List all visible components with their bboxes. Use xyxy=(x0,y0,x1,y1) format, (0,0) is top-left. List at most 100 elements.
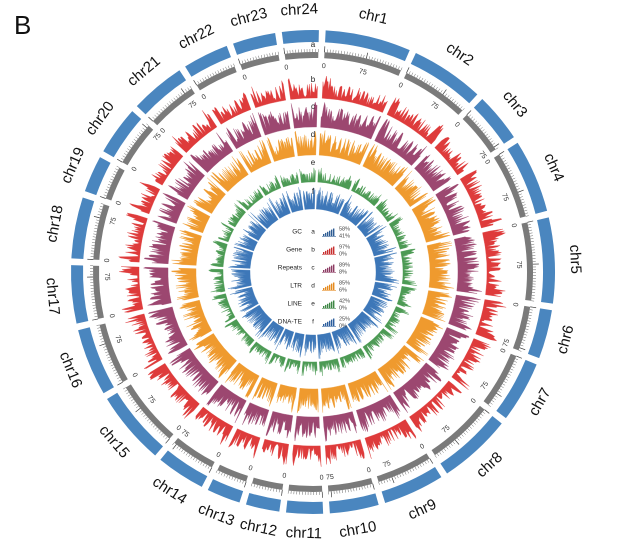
track-c-chr18 xyxy=(143,220,176,264)
legend-letter-e: e xyxy=(311,301,315,308)
scale-arc-chr20 xyxy=(122,125,154,166)
legend-label-c: Repeats xyxy=(278,265,303,272)
track-f-chr3 xyxy=(356,211,383,238)
scale-tick-label: 0 xyxy=(513,302,521,307)
scale-arc-chr13 xyxy=(217,464,248,482)
scale-arc-chr3 xyxy=(462,114,496,153)
legend-letter-c: c xyxy=(311,265,315,272)
scale-tick-label: 0 xyxy=(242,74,248,82)
scale-tick-label: 75 xyxy=(515,261,522,269)
track-c-chr2 xyxy=(374,119,428,166)
track-e-chr6 xyxy=(396,286,417,308)
track-e-chr15 xyxy=(224,319,255,347)
track-e-chr1 xyxy=(317,167,352,190)
legend-label-d: LTR xyxy=(290,283,302,290)
ideogram-chr5 xyxy=(537,217,555,304)
ideogram-chr16 xyxy=(78,327,114,394)
scale-arc-chr15 xyxy=(125,384,174,439)
chromosome-label-chr17: chr17 xyxy=(42,277,62,316)
track-c-chr9 xyxy=(356,394,401,432)
track-c xyxy=(142,101,482,442)
legend-min-d: 6% xyxy=(339,287,347,293)
scale-arc-chr2 xyxy=(403,72,463,115)
track-c-chr24 xyxy=(290,101,318,129)
track-c-chr6 xyxy=(448,294,481,331)
track-d-chr23 xyxy=(266,136,295,162)
legend-swatch-c xyxy=(322,264,336,273)
track-e-chr14 xyxy=(249,341,272,364)
track-c-chr5 xyxy=(454,236,482,294)
track-b-chr14 xyxy=(195,406,234,445)
track-d-chr18 xyxy=(171,230,202,266)
scale-arc-chr7 xyxy=(483,353,517,405)
track-d-chr10 xyxy=(321,384,352,413)
track-e-chr9 xyxy=(339,348,366,368)
scale-arc-chr8 xyxy=(431,405,485,456)
track-d xyxy=(170,130,455,414)
ideogram-chr13 xyxy=(207,479,244,503)
legend-letter-d: d xyxy=(311,283,315,290)
track-e-chr3 xyxy=(375,199,399,223)
track-f-chr17 xyxy=(227,269,252,290)
track-b-chr18 xyxy=(118,212,148,263)
track-b-chr8 xyxy=(409,380,462,432)
track-letter-c: c xyxy=(311,102,315,111)
chromosome-label-chr16: chr16 xyxy=(56,349,86,390)
track-e-chr4 xyxy=(388,216,412,250)
track-e-chr10 xyxy=(319,358,341,377)
scale-tick-label: 0 xyxy=(215,451,222,459)
track-d-chr9 xyxy=(347,370,389,403)
track-f-chr2 xyxy=(339,195,369,226)
density-tracks xyxy=(118,76,507,467)
scale-tick-label: 0 xyxy=(115,200,123,206)
chromosome-label-chr12: chr12 xyxy=(238,515,278,539)
chromosome-label-chr10: chr10 xyxy=(338,518,378,541)
track-f-chr4 xyxy=(366,226,397,257)
scale-ring: 0750750750750750750750750750750000750750… xyxy=(87,46,539,498)
track-b-chr9 xyxy=(364,419,417,459)
scale-tick-label: 0 xyxy=(175,425,183,433)
chromosome-label-chr14: chr14 xyxy=(149,473,190,508)
ideogram-chr3 xyxy=(473,99,514,144)
track-b-chr19 xyxy=(129,182,161,215)
scale-tick-label: 0 xyxy=(322,63,326,70)
track-c-chr8 xyxy=(393,362,442,413)
scale-arc-chr21 xyxy=(152,88,195,126)
track-f-chr24 xyxy=(303,187,316,210)
track-f-chr7 xyxy=(363,295,388,324)
track-c-chr22 xyxy=(226,113,262,150)
track-d-chr19 xyxy=(182,205,211,234)
scale-arc-chr22 xyxy=(196,66,237,91)
chromosome-label-chr3: chr3 xyxy=(499,88,531,121)
scale-tick-label: 0 xyxy=(131,166,139,173)
chromosome-label-chr23: chr23 xyxy=(228,5,269,31)
scale-arc-chr5 xyxy=(521,222,533,301)
ideogram-chr11 xyxy=(285,500,324,515)
track-b-chr24 xyxy=(287,78,318,100)
track-e-chr20 xyxy=(227,203,246,228)
track-e-chr7 xyxy=(384,306,409,335)
track-c-chr16 xyxy=(148,306,188,355)
track-letter-e: e xyxy=(311,158,316,167)
track-f-chr11 xyxy=(304,334,317,356)
track-b-chr11 xyxy=(292,444,322,467)
legend-label-e: LINE xyxy=(288,301,303,308)
chromosome-label-chr21: chr21 xyxy=(124,53,164,90)
track-f-chr14 xyxy=(258,320,285,346)
track-b-chr16 xyxy=(125,313,163,369)
scale-tick-label: 75 xyxy=(146,395,156,406)
scale-tick-label: 75 xyxy=(326,474,334,482)
track-letter-d: d xyxy=(311,130,315,139)
track-f-chr13 xyxy=(275,328,295,351)
chromosome-label-chr5: chr5 xyxy=(566,244,584,274)
ideogram-chr22 xyxy=(185,45,231,77)
ideogram-chr12 xyxy=(245,493,281,512)
legend-min-c: 8% xyxy=(339,269,347,275)
track-f xyxy=(227,187,399,359)
legend-swatch-d xyxy=(322,282,336,291)
track-f-chr1 xyxy=(316,187,345,215)
legend: GC a 58%41%Gene b 97%0%Repeats c 89%8%LTR d 85%6… xyxy=(278,226,350,329)
legend-swatch-f xyxy=(322,318,336,327)
track-b-chr2 xyxy=(386,97,444,145)
chromosome-label-chr15: chr15 xyxy=(95,422,132,462)
